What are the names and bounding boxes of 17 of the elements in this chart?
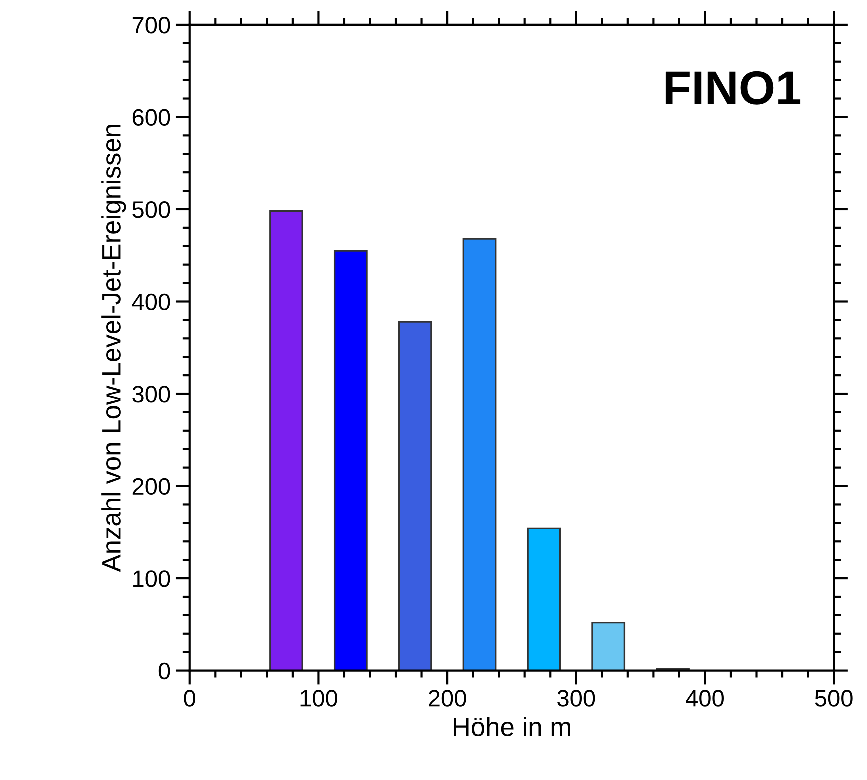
y-axis-title: Anzahl von Low-Level-Jet-Ereignissen <box>102 125 126 572</box>
x-tick-label: 500 <box>815 690 853 707</box>
x-axis-title: Höhe in m <box>454 717 570 736</box>
y-tick-label: 0 <box>158 662 170 680</box>
x-tick-label: 0 <box>184 690 196 707</box>
x-tick-label: 300 <box>558 690 596 707</box>
y-tick-label: 200 <box>132 478 170 496</box>
y-tick-label: 500 <box>132 202 170 218</box>
x-tick-label: 400 <box>686 690 724 707</box>
y-tick-label: 700 <box>132 17 170 34</box>
y-tick-label: 400 <box>132 294 170 311</box>
y-tick-label: 100 <box>134 570 170 588</box>
y-tick-label: 300 <box>132 386 170 403</box>
x-tick-label: 100 <box>300 690 338 707</box>
x-tick-label: 200 <box>429 690 466 707</box>
y-tick-label: 600 <box>132 109 170 126</box>
annotation: FINO1 <box>666 71 801 105</box>
